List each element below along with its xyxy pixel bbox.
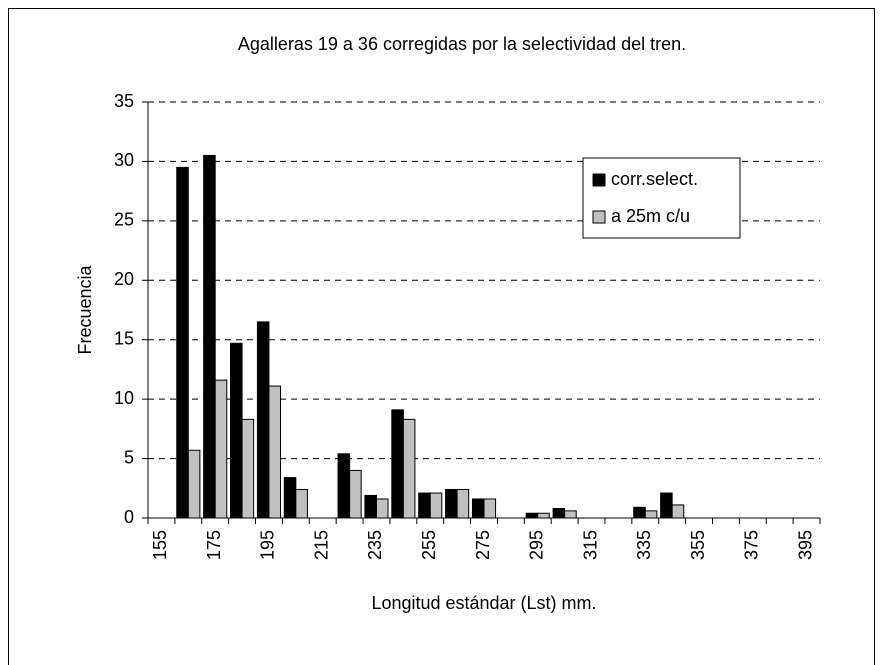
bar	[671, 504, 685, 519]
legend-swatch	[592, 173, 606, 187]
x-axis-title: Longitud estándar (Lst) mm.	[371, 593, 596, 613]
chart-title: Agalleras 19 a 36 corregidas por la sele…	[238, 34, 686, 54]
bar	[429, 492, 443, 519]
x-tick-label: 375	[742, 530, 762, 560]
bar	[176, 166, 189, 519]
bar	[283, 477, 297, 519]
x-tick-label: 255	[419, 530, 439, 560]
y-tick-label: 30	[114, 150, 134, 170]
legend-label: corr.select.	[611, 169, 698, 189]
bar	[525, 512, 539, 519]
bar	[644, 510, 658, 519]
bar	[537, 512, 550, 519]
bar	[268, 385, 282, 519]
legend-box	[582, 157, 741, 239]
bar	[203, 154, 216, 519]
legend-swatch	[592, 210, 606, 224]
x-tick-label: 235	[365, 530, 385, 560]
y-tick-label: 15	[114, 328, 134, 348]
chart-frame	[8, 8, 875, 665]
x-tick-label: 315	[580, 530, 600, 560]
y-tick-label: 20	[114, 269, 134, 289]
bar	[337, 453, 351, 519]
y-tick-label: 25	[114, 210, 134, 230]
bar	[633, 506, 646, 519]
y-tick-label: 5	[124, 447, 134, 467]
bar	[375, 498, 389, 519]
bar	[418, 492, 431, 519]
x-tick-label: 395	[795, 530, 815, 560]
x-tick-label: 355	[688, 530, 708, 560]
bar	[214, 379, 228, 519]
x-tick-label: 195	[258, 530, 278, 560]
bar	[471, 498, 485, 519]
x-tick-label: 295	[527, 530, 547, 560]
bar	[552, 507, 566, 519]
bar	[256, 321, 270, 519]
bar	[456, 488, 470, 519]
bar	[564, 510, 577, 519]
y-tick-label: 35	[114, 91, 134, 111]
x-tick-label: 335	[634, 530, 654, 560]
legend-label: a 25m c/u	[611, 206, 690, 226]
bar	[483, 498, 497, 519]
bar	[402, 418, 416, 519]
bar	[445, 488, 458, 519]
bar	[660, 492, 673, 519]
x-tick-label: 275	[473, 530, 493, 560]
y-tick-label: 10	[114, 388, 134, 408]
bar	[295, 488, 308, 519]
bar	[391, 409, 404, 519]
bar	[230, 342, 243, 519]
y-tick-label: 0	[124, 507, 134, 527]
x-tick-label: 215	[311, 530, 331, 560]
x-tick-label: 175	[204, 530, 224, 560]
bar	[364, 494, 377, 519]
x-tick-label: 155	[150, 530, 170, 560]
bar	[349, 469, 362, 519]
bar	[241, 418, 255, 519]
y-axis-title: Frecuencia	[75, 264, 95, 354]
bar	[187, 449, 201, 519]
